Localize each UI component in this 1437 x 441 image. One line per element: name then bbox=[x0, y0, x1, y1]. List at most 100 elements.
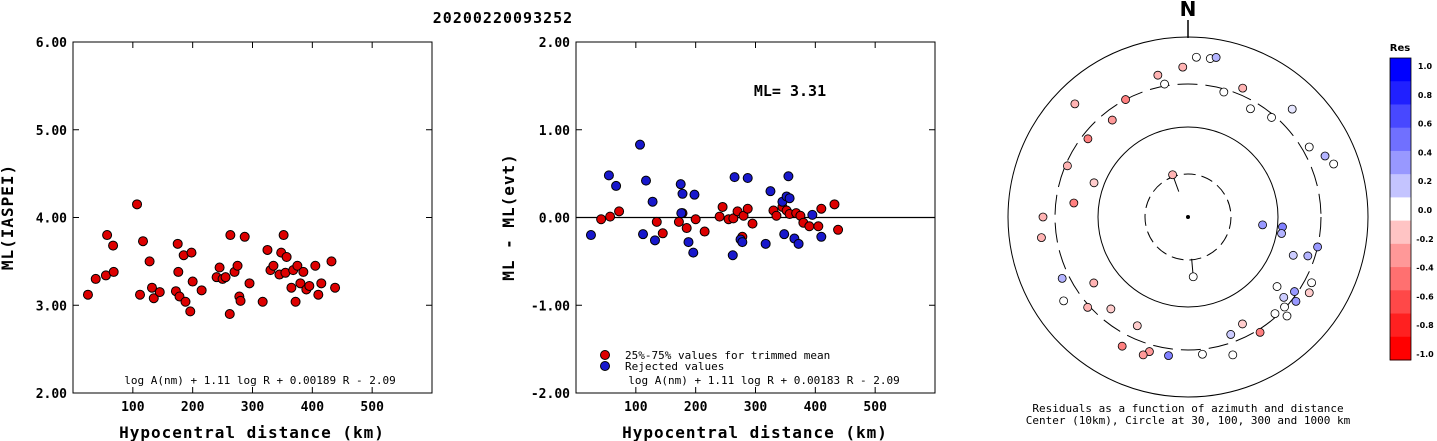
data-point bbox=[186, 247, 197, 258]
data-point bbox=[295, 278, 306, 289]
axis-ticks: 100 200 300 400 500 -2.00 -1.00 0.00 1.00 2.00 bbox=[531, 36, 935, 415]
station-marker bbox=[1070, 99, 1080, 109]
data-point bbox=[108, 240, 119, 251]
station-marker bbox=[1228, 350, 1238, 360]
data-point bbox=[173, 266, 184, 277]
data-point bbox=[829, 199, 840, 210]
station-marker bbox=[1063, 161, 1072, 171]
data-point bbox=[108, 266, 119, 277]
data-point bbox=[146, 282, 157, 293]
station-marker bbox=[1280, 302, 1289, 312]
legend-label-trimmed: 25%-75% values for trimmed mean bbox=[625, 349, 830, 362]
data-point bbox=[313, 289, 324, 300]
data-point bbox=[683, 237, 694, 248]
data-point bbox=[239, 231, 250, 242]
data-point bbox=[257, 296, 268, 307]
data-point bbox=[651, 216, 662, 227]
data-point bbox=[614, 206, 625, 217]
x-tick-label: 200 bbox=[181, 400, 205, 415]
station-marker bbox=[1303, 251, 1313, 261]
ml-distance-plot: ML(IASPEI) Hypocentral distance (km) log… bbox=[0, 36, 433, 441]
axis-ticks: 100 200 300 400 500 2.00 3.00 4.00 5.00 6.00 bbox=[36, 36, 432, 415]
data-point bbox=[326, 256, 337, 267]
data-point bbox=[244, 278, 255, 289]
y-tick-label: -2.00 bbox=[531, 387, 570, 402]
y-tick-label: 2.00 bbox=[36, 387, 67, 402]
data-point bbox=[807, 209, 818, 220]
station-marker bbox=[1288, 250, 1298, 260]
colorbar-swatch bbox=[1390, 313, 1411, 338]
data-point bbox=[771, 210, 782, 221]
station-marker bbox=[1304, 142, 1314, 152]
x-tick-label: 400 bbox=[301, 400, 325, 415]
data-point bbox=[268, 260, 279, 271]
station-marker bbox=[1083, 302, 1093, 312]
colorbar-swatch bbox=[1390, 174, 1411, 198]
data-point bbox=[699, 226, 710, 237]
station-marker bbox=[1287, 104, 1297, 114]
station-marker bbox=[1121, 95, 1130, 104]
data-point bbox=[132, 199, 143, 210]
data-point bbox=[647, 196, 658, 207]
figure-title: 20200220093252 bbox=[433, 9, 573, 27]
colorbar-swatch bbox=[1390, 127, 1411, 152]
data-point bbox=[232, 260, 243, 271]
y-tick-label: 3.00 bbox=[36, 299, 67, 314]
station-marker bbox=[1153, 70, 1163, 80]
data-point bbox=[635, 139, 646, 150]
station-marker bbox=[1117, 341, 1127, 351]
data-point bbox=[689, 189, 700, 200]
y-tick-label: 5.00 bbox=[36, 124, 67, 139]
data-point bbox=[681, 223, 692, 234]
data-points bbox=[82, 199, 341, 320]
data-point bbox=[833, 224, 844, 235]
data-point bbox=[727, 250, 738, 261]
station-marker bbox=[1255, 327, 1265, 337]
x-tick-label: 300 bbox=[744, 400, 768, 415]
colorbar-swatch bbox=[1390, 243, 1411, 268]
station-marker bbox=[1270, 309, 1280, 319]
data-point bbox=[196, 285, 207, 296]
station-marker bbox=[1267, 113, 1276, 122]
data-point bbox=[290, 296, 301, 307]
station-marker bbox=[1059, 296, 1069, 306]
station-marker bbox=[1329, 159, 1339, 169]
y-tick-label: 6.00 bbox=[36, 36, 67, 51]
north-label: N bbox=[1180, 0, 1197, 21]
data-point bbox=[148, 293, 159, 304]
data-points bbox=[585, 139, 844, 261]
station-marker bbox=[1258, 220, 1267, 230]
data-point bbox=[816, 231, 827, 242]
station-marker bbox=[1038, 212, 1048, 222]
x-tick-label: 100 bbox=[121, 400, 145, 415]
formula-text: log A(nm) + 1.11 log R + 0.00189 R - 2.0… bbox=[124, 374, 396, 387]
station-marker bbox=[1198, 349, 1207, 359]
data-point bbox=[82, 289, 93, 300]
data-point bbox=[225, 230, 236, 241]
x-tick-label: 300 bbox=[241, 400, 265, 415]
data-point bbox=[765, 186, 776, 197]
station-marker bbox=[1089, 278, 1099, 288]
data-point bbox=[187, 276, 198, 287]
colorbar-label: 1.0 bbox=[1418, 62, 1433, 71]
station-markers bbox=[1037, 52, 1339, 361]
colorbar-label: 0.2 bbox=[1418, 177, 1432, 186]
data-point bbox=[172, 238, 183, 249]
station-marker bbox=[1107, 115, 1117, 125]
data-point bbox=[729, 172, 740, 183]
station-marker bbox=[1246, 104, 1255, 114]
legend-marker-rejected bbox=[600, 361, 610, 371]
data-point bbox=[144, 256, 155, 267]
data-point bbox=[677, 188, 688, 199]
x-tick-label: 100 bbox=[624, 400, 648, 415]
data-point bbox=[585, 230, 596, 241]
station-marker bbox=[1290, 287, 1299, 296]
data-point bbox=[641, 175, 652, 186]
legend-label-rejected: Rejected values bbox=[625, 360, 724, 373]
data-point bbox=[180, 296, 191, 307]
colorbar-label: -1.0 bbox=[1416, 350, 1434, 359]
y-axis-label: ML - ML(evt) bbox=[499, 153, 518, 281]
colorbar-swatch bbox=[1390, 267, 1411, 291]
station-marker bbox=[1272, 282, 1282, 291]
colorbar-swatch bbox=[1390, 150, 1411, 175]
